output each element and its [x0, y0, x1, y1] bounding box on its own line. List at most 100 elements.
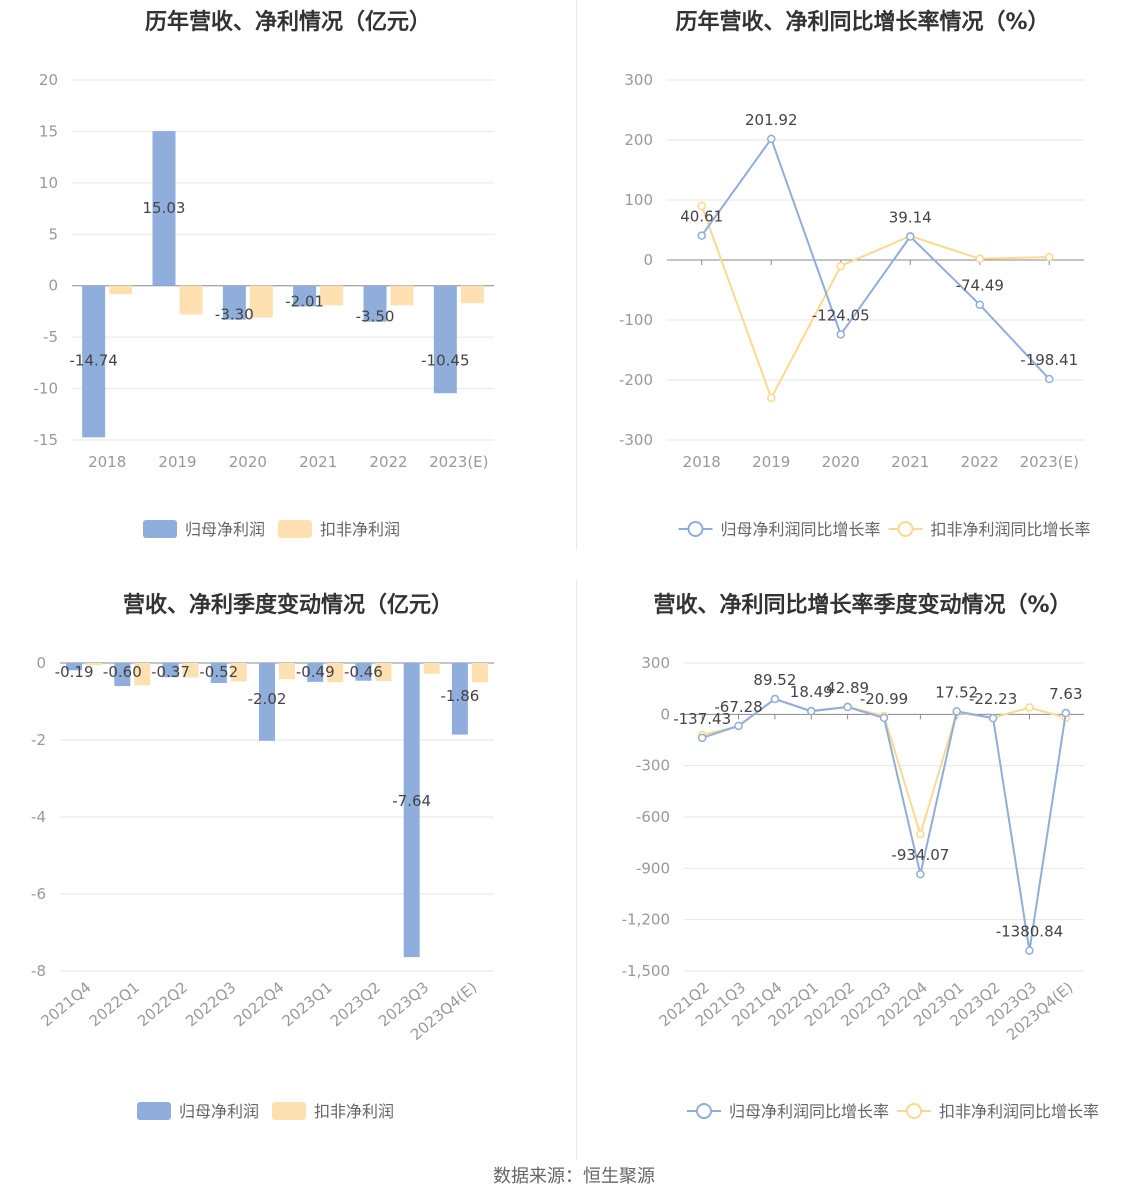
x-tick-label: 2023Q1	[279, 978, 336, 1030]
data-label: -10.45	[421, 352, 469, 370]
annual-growth-panel: 历年营收、净利同比增长率情况（%） 300 200 100 0 -100 -200 -300…	[577, 0, 1148, 560]
x-tick-label: 2022Q1	[86, 978, 143, 1030]
legend-swatch	[272, 1102, 306, 1120]
legend-label: 归母净利润	[185, 520, 265, 539]
bar-net-profit	[210, 663, 227, 684]
data-label: -934.07	[891, 846, 949, 864]
data-point	[770, 694, 780, 704]
data-label: -0.49	[296, 663, 335, 681]
y-tick-label: -900	[636, 859, 670, 877]
chart-title: 营收、净利季度变动情况（亿元）	[122, 593, 453, 618]
bar-net-profit	[222, 285, 246, 320]
x-tick-label: 2022	[961, 453, 999, 471]
y-tick-label: 0	[48, 277, 58, 295]
x-tick-label: 2020	[822, 453, 860, 471]
data-point	[697, 231, 706, 240]
data-label: -124.05	[812, 306, 870, 324]
bar-deducted-profit	[179, 285, 203, 315]
y-tick-label: 200	[624, 131, 653, 149]
x-tick-label: 2023(E)	[429, 453, 488, 471]
data-point	[906, 232, 915, 241]
data-point	[975, 300, 984, 309]
bar-net-profit	[355, 663, 372, 681]
x-tick-label: 2019	[158, 453, 196, 471]
series-line-deducted-profit-growth	[700, 205, 1050, 401]
data-point	[807, 706, 816, 716]
data-label: -2.01	[285, 292, 324, 310]
data-point	[916, 829, 925, 839]
chart-title: 营收、净利同比增长率季度变动情况（%）	[653, 593, 1072, 618]
data-point	[836, 330, 845, 339]
annual-growth-line-chart: 300 200 100 0 -100 -200 -300 2018 2019 2020 2021 20…	[619, 71, 1091, 539]
x-tick-label: 2021	[891, 453, 929, 471]
data-point	[734, 721, 743, 731]
bar-net-profit	[433, 285, 457, 394]
x-tick-label: 2022Q2	[134, 978, 191, 1030]
bar-deducted-profit	[109, 285, 133, 294]
bar-net-profit	[363, 285, 387, 322]
quarterly-growth-line-chart: 3000-300-600-900-1,200-1,5002021Q22021Q3…	[622, 654, 1099, 1121]
data-point	[988, 713, 998, 723]
annual-profit-panel: 历年营收、净利情况（亿元） 20 15 10 5 0 -5 -10 -15 -14.74 2018…	[0, 0, 576, 560]
divider	[576, 0, 577, 550]
x-tick-label: 2022	[369, 453, 407, 471]
data-label: -0.37	[151, 663, 190, 681]
data-label: -137.43	[673, 710, 731, 728]
bar-deducted-profit	[460, 285, 484, 304]
legend-label: 扣非净利润	[320, 520, 400, 539]
y-tick-label: -15	[34, 431, 59, 449]
bar-deducted-profit	[423, 663, 440, 674]
data-point	[1045, 252, 1054, 262]
legend-label: 归母净利润	[179, 1102, 259, 1121]
data-label: -2.02	[248, 690, 287, 708]
x-tick-label: 2021Q4	[38, 978, 95, 1030]
data-point	[697, 733, 707, 743]
data-point	[1045, 374, 1054, 384]
bar-net-profit	[307, 663, 324, 682]
x-tick-label: 2022Q3	[182, 978, 239, 1030]
data-point	[697, 201, 706, 211]
x-tick-label: 2020	[229, 453, 267, 471]
y-tick-label: -8	[31, 962, 46, 980]
y-tick-label: 5	[48, 225, 58, 243]
series-line-net-profit-growth	[701, 697, 1067, 951]
y-tick-label: -600	[636, 808, 670, 826]
data-label: -74.49	[956, 277, 1004, 295]
data-point	[836, 261, 845, 271]
data-point	[916, 869, 925, 879]
x-tick-label: 2018	[88, 453, 126, 471]
data-label: -3.30	[215, 306, 254, 324]
data-label: 15.03	[143, 199, 186, 217]
y-tick-label: -100	[619, 311, 653, 329]
data-label: -0.60	[103, 663, 142, 681]
data-point	[952, 707, 961, 716]
data-label: -14.74	[69, 352, 117, 370]
bar-deducted-profit	[134, 663, 151, 686]
y-tick-label: 0	[643, 251, 653, 269]
data-label: 42.89	[826, 679, 869, 697]
legend-label: 归母净利润同比增长率	[721, 520, 881, 539]
bar-deducted-profit	[249, 285, 273, 318]
divider	[576, 580, 577, 1160]
y-tick-label: 0	[660, 705, 670, 723]
data-label: -3.50	[356, 308, 395, 326]
annual-profit-bar-chart: 20 15 10 5 0 -5 -10 -15 -14.74 2018 15.03 2019 -3.30…	[34, 71, 494, 539]
data-point	[879, 713, 889, 723]
legend-label: 扣非净利润同比增长率	[939, 1102, 1099, 1121]
bar-net-profit	[293, 285, 317, 307]
data-label: -20.99	[860, 690, 908, 708]
legend-swatch	[143, 520, 177, 538]
y-tick-label: -5	[43, 328, 58, 346]
data-label: -1380.84	[996, 923, 1063, 941]
bar-deducted-profit	[182, 663, 199, 678]
data-point	[1025, 703, 1034, 712]
data-label: -0.52	[199, 663, 238, 681]
y-tick-label: -300	[619, 431, 653, 449]
y-tick-label: -1,200	[622, 911, 670, 929]
data-label: 39.14	[889, 209, 932, 227]
bar-deducted-profit	[230, 663, 247, 682]
y-tick-label: -200	[619, 371, 653, 389]
data-label: -1.86	[440, 687, 479, 705]
x-tick-label: 2022Q4	[230, 978, 287, 1030]
legend-swatch	[278, 520, 312, 538]
